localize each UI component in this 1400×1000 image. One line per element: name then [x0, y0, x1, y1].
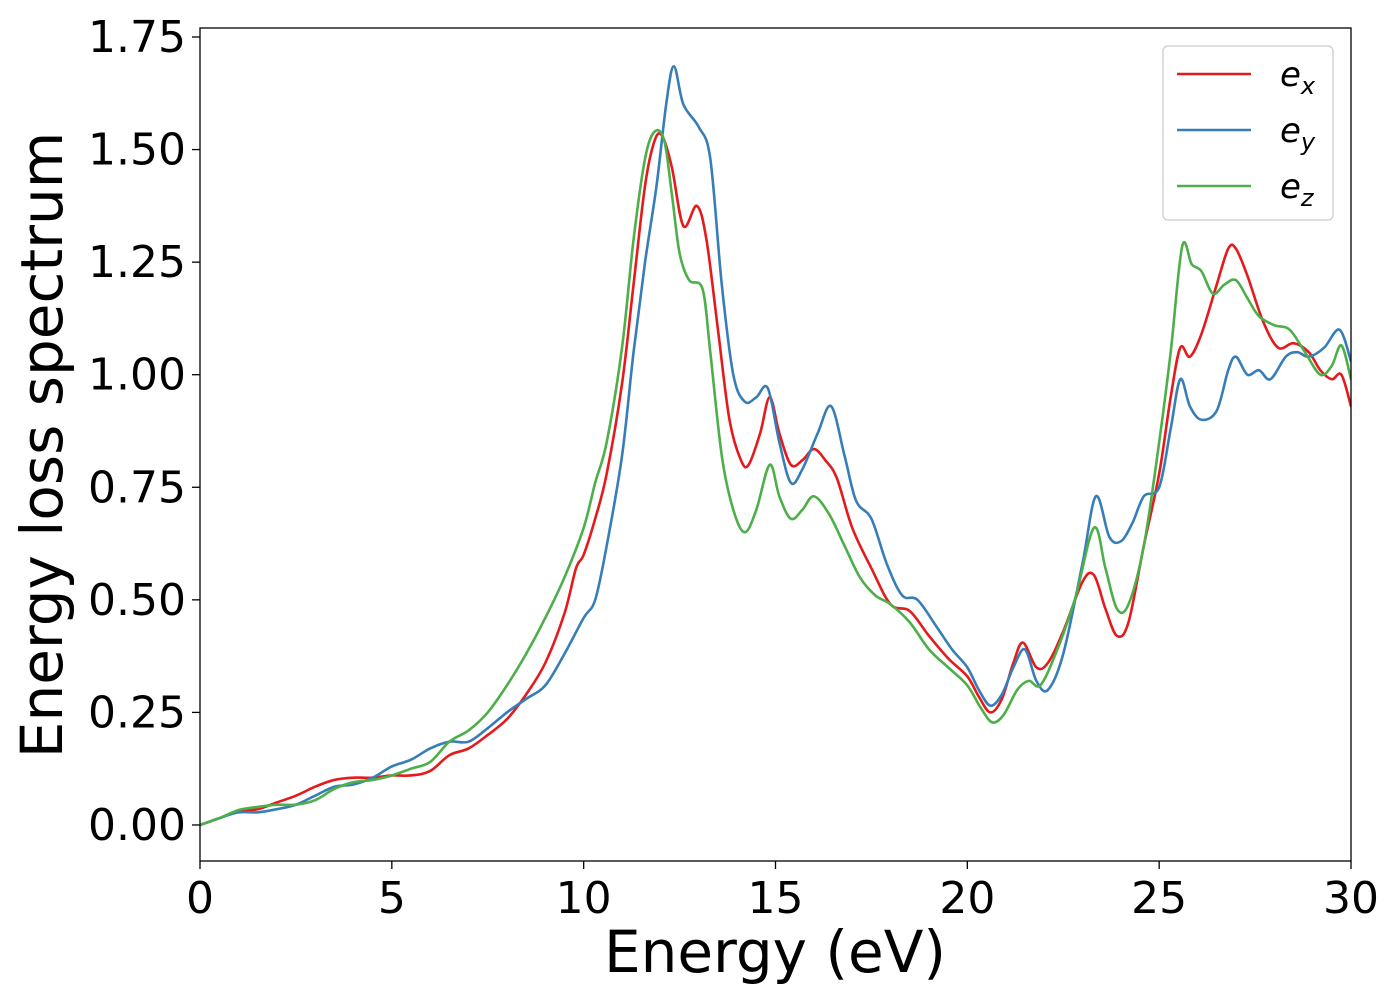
legend-box	[1162, 45, 1334, 221]
x-tick-label: 15	[748, 873, 804, 924]
y-tick-label: 0.75	[88, 462, 186, 513]
y-tick-label: 0.50	[88, 575, 186, 626]
y-axis-label: Energy loss spectrum	[8, 132, 76, 758]
series-line-e-x	[200, 132, 1351, 827]
y-tick-label: 1.25	[88, 237, 186, 288]
legend-label-x: ex	[1280, 55, 1316, 100]
x-tick-label: 25	[1131, 873, 1187, 924]
x-tick-label: 0	[186, 873, 214, 924]
y-axis-ticks: 0.00 0.25 0.50 0.75 1.00 1.25 1.50 1.75	[88, 12, 200, 851]
series-layer	[200, 64, 1351, 827]
x-tick-label: 10	[556, 873, 612, 924]
y-tick-label: 1.00	[88, 350, 186, 401]
y-tick-label: 1.75	[88, 12, 186, 63]
x-tick-label: 30	[1323, 873, 1379, 924]
legend: ex ey ez	[1162, 45, 1334, 221]
x-tick-label: 5	[378, 873, 406, 924]
x-axis-label: Energy (eV)	[604, 918, 946, 986]
y-tick-label: 1.50	[88, 125, 186, 176]
x-axis-ticks: 0 5 10 15 20 25 30	[186, 861, 1379, 924]
x-tick-label: 20	[939, 873, 995, 924]
legend-label-y: ey	[1280, 111, 1316, 156]
legend-label-z: ez	[1280, 167, 1315, 212]
series-line-e-y	[200, 64, 1351, 827]
y-tick-label: 0.25	[88, 687, 186, 738]
y-tick-label: 0.00	[88, 800, 186, 851]
series-line-e-z	[200, 128, 1351, 827]
